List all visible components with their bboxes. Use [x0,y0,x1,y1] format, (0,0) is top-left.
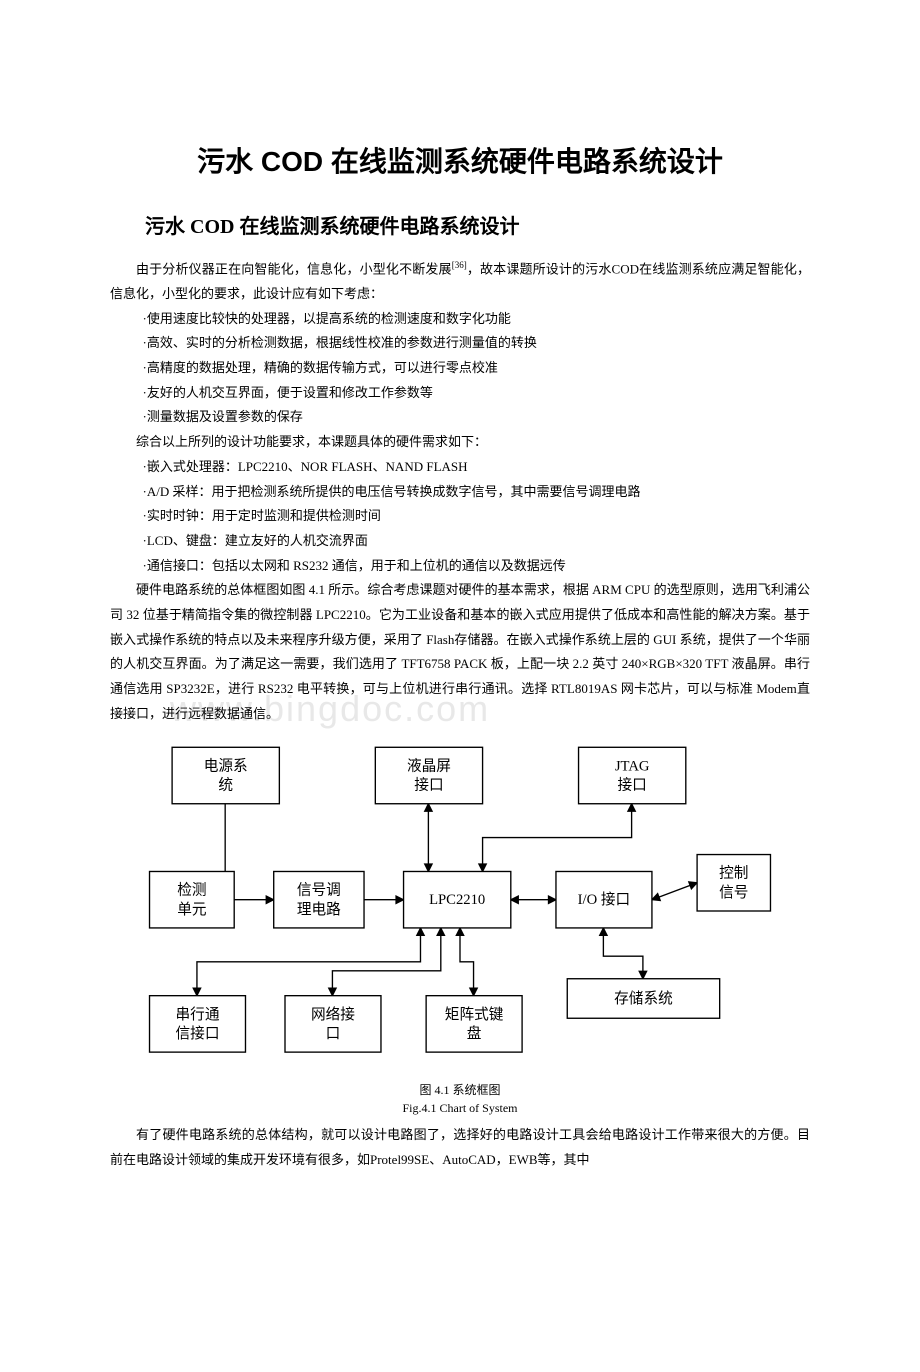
bullet-item: ·高精度的数据处理，精确的数据传输方式，可以进行零点校准 [143,356,811,381]
svg-text:接口: 接口 [618,777,647,794]
svg-text:盘: 盘 [467,1024,482,1042]
diagram-svg: 电源系统 液晶屏接口 JTAG 接口检测单元 信号调理电路 LPC2210 I/O 接口 控制… [110,736,810,1075]
svg-text:统: 统 [218,777,233,794]
bullet-item: ·嵌入式处理器：LPC2210、NOR FLASH、NAND FLASH [143,455,811,480]
caption-line-1: 图 4.1 系统框图 [419,1083,500,1097]
svg-text:单元: 单元 [177,901,207,918]
bullet-item: ·A/D 采样：用于把检测系统所提供的电压信号转换成数字信号，其中需要信号调理电… [143,480,811,505]
svg-text:信接口: 信接口 [176,1025,220,1042]
bullet-item: ·使用速度比较快的处理器，以提高系统的检测速度和数字化功能 [143,307,811,332]
system-diagram: 电源系统 液晶屏接口 JTAG 接口检测单元 信号调理电路 LPC2210 I/O 接口 控制… [110,736,810,1075]
figure-caption: 图 4.1 系统框图 Fig.4.1 Chart of System [110,1081,810,1117]
hardware-paragraph: 硬件电路系统的总体框图如图 4.1 所示。综合考虑课题对硬件的基本需求，根据 A… [110,578,810,726]
svg-text:JTAG: JTAG [615,759,650,775]
svg-text:电源系: 电源系 [204,758,248,775]
hardware-paragraph-wrap: www.bingdoc.com 硬件电路系统的总体框图如图 4.1 所示。综合考… [110,578,810,726]
svg-text:I/O 接口: I/O 接口 [578,892,631,909]
svg-text:检测: 检测 [177,882,206,899]
final-paragraph: 有了硬件电路系统的总体结构，就可以设计电路图了，选择好的电路设计工具会给电路设计… [110,1123,810,1172]
main-title: 污水 COD 在线监测系统硬件电路系统设计 [110,140,810,180]
svg-text:信号: 信号 [719,884,748,901]
bullet-item: ·友好的人机交互界面，便于设置和修改工作参数等 [143,381,811,406]
bullet-item: ·实时时钟：用于定时监测和提供检测时间 [143,504,811,529]
intro-paragraph: 由于分析仪器正在向智能化，信息化，小型化不断发展[36]，故本课题所设计的污水C… [110,257,810,307]
bullet-item: ·测量数据及设置参数的保存 [143,405,811,430]
svg-text:信号调: 信号调 [297,882,341,899]
svg-text:LPC2210: LPC2210 [429,893,485,909]
caption-line-2: Fig.4.1 Chart of System [402,1101,517,1115]
citation: [36] [452,260,467,270]
svg-text:网络接: 网络接 [311,1006,355,1023]
mid-paragraph: 综合以上所列的设计功能要求，本课题具体的硬件需求如下： [110,430,810,455]
document-content: 污水 COD 在线监测系统硬件电路系统设计 污水 COD 在线监测系统硬件电路系… [110,140,810,1172]
svg-text:存储系统: 存储系统 [614,990,673,1007]
bullet-item: ·高效、实时的分析检测数据，根据线性校准的参数进行测量值的转换 [143,331,811,356]
svg-text:口: 口 [326,1026,341,1042]
bullet-item: ·LCD、键盘：建立友好的人机交流界面 [143,529,811,554]
bullet-list-1: ·使用速度比较快的处理器，以提高系统的检测速度和数字化功能 ·高效、实时的分析检… [143,307,811,430]
svg-text:液晶屏: 液晶屏 [407,758,451,775]
svg-text:串行通: 串行通 [176,1006,220,1023]
svg-text:接口: 接口 [414,777,443,794]
sub-title: 污水 COD 在线监测系统硬件电路系统设计 [145,210,810,239]
bullet-item: ·通信接口：包括以太网和 RS232 通信，用于和上位机的通信以及数据远传 [143,554,811,579]
intro-prefix: 由于分析仪器正在向智能化，信息化，小型化不断发展 [136,261,452,276]
bullet-list-2: ·嵌入式处理器：LPC2210、NOR FLASH、NAND FLASH ·A/… [143,455,811,578]
svg-text:理电路: 理电路 [297,901,341,918]
svg-text:矩阵式键: 矩阵式键 [445,1006,504,1023]
svg-text:控制: 控制 [719,865,748,882]
